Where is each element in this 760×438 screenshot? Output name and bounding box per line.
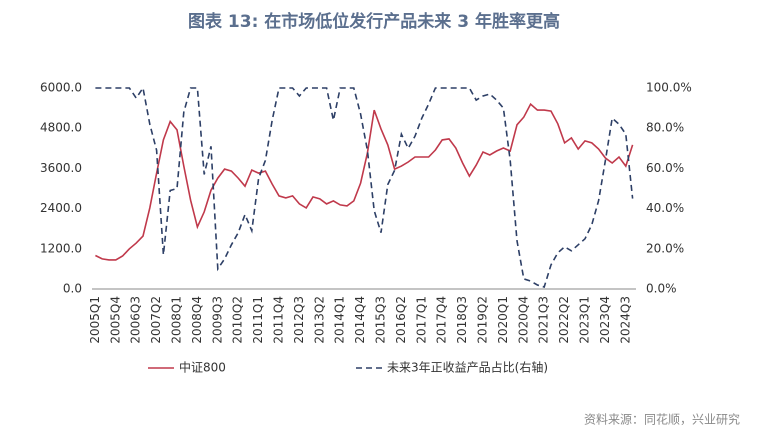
x-tick-label: 2009Q3 [210,296,224,344]
x-tick-label: 2007Q2 [149,296,163,344]
x-tick-label: 2023Q1 [578,296,592,344]
x-tick-label: 2016Q2 [394,296,408,344]
x-tick-label: 2008Q1 [170,296,184,344]
y-tick-label: 3600.0 [40,161,82,175]
y2-tick-label: 20.0% [646,241,684,255]
chart-title: 图表 13: 在市场低位发行产品未来 3 年胜率更高 [188,11,560,32]
x-tick-label: 2005Q1 [88,296,102,344]
y2-tick-label: 80.0% [646,121,684,135]
y-tick-label: 2400.0 [40,201,82,215]
x-tick-label: 2023Q4 [598,296,612,344]
x-tick-label: 2011Q4 [272,296,286,344]
x-tick-label: 2014Q4 [353,296,367,344]
x-tick-label: 2014Q1 [333,296,347,344]
series-line [95,102,634,261]
x-tick-label: 2011Q1 [251,296,265,344]
x-tick-label: 2010Q2 [231,296,245,344]
y2-tick-label: 0.0% [646,282,677,296]
x-tick-label: 2013Q2 [312,296,326,344]
x-tick-label: 2017Q1 [414,296,428,344]
x-tick-label: 2021Q3 [537,296,551,344]
legend-label: 未来3年正收益产品占比(右轴) [387,360,548,375]
x-tick-label: 2024Q3 [618,296,632,344]
x-tick-label: 2012Q3 [292,296,306,344]
y-tick-label: 6000.0 [40,81,82,95]
x-tick-label: 2018Q3 [455,296,469,344]
x-tick-label: 2020Q4 [516,296,530,344]
x-tick-label: 2022Q2 [557,296,571,344]
x-tick-label: 2020Q1 [496,296,510,344]
x-tick-label: 2019Q2 [476,296,490,344]
x-tick-label: 2005Q4 [108,296,122,344]
y-tick-label: 4800.0 [40,121,82,135]
series-line [95,85,634,288]
y-tick-label: 1200.0 [40,241,82,255]
x-tick-label: 2015Q3 [374,296,388,344]
y-tick-label: 0.0 [63,282,82,296]
x-tick-label: 2008Q4 [190,296,204,344]
source-note: 资料来源：同花顺，兴业研究 [584,412,740,427]
legend-label: 中证800 [179,360,226,375]
y2-tick-label: 100.0% [646,81,692,95]
x-tick-label: 2017Q4 [435,296,449,344]
y2-tick-label: 40.0% [646,201,684,215]
y2-tick-label: 60.0% [646,161,684,175]
x-tick-label: 2006Q3 [129,296,143,344]
